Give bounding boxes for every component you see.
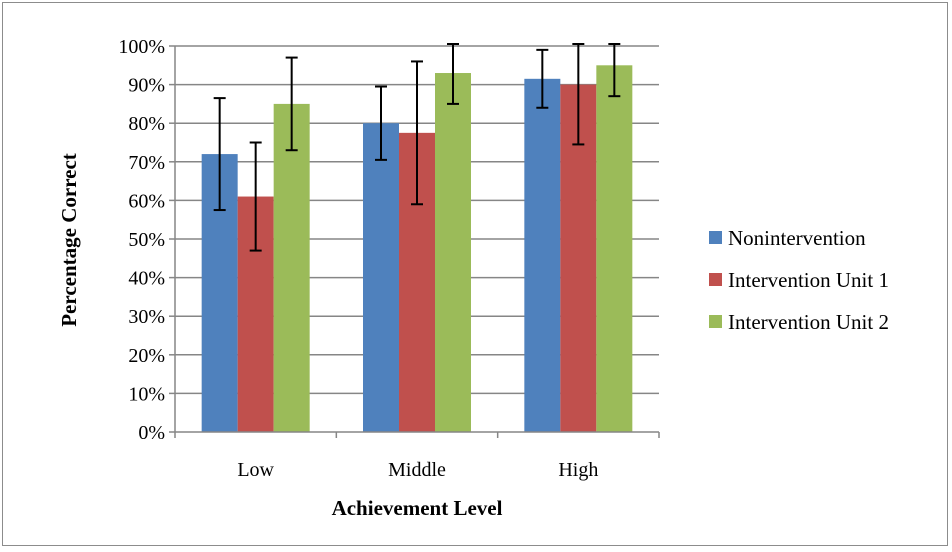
axes <box>169 45 660 438</box>
x-tick-labels: Low Middle High <box>237 459 598 481</box>
legend-label: Nonintervention <box>728 226 866 250</box>
bar <box>273 103 310 433</box>
y-tick-label: 40% <box>128 268 165 290</box>
chart-frame: 0% 10% 20% 30% 40% 50% 60% 70% 80% 90% 100% Low Mid… <box>2 2 948 546</box>
y-tick-label: 30% <box>128 306 165 328</box>
y-tick-label: 80% <box>128 113 165 135</box>
y-tick-label: 50% <box>128 229 165 251</box>
legend-swatch <box>709 231 722 244</box>
legend-label: Intervention Unit 2 <box>728 310 889 334</box>
y-axis-label: Percentage Correct <box>57 153 81 327</box>
y-tick-label: 60% <box>128 190 165 212</box>
y-tick-label: 10% <box>128 383 165 405</box>
bar <box>596 65 633 433</box>
y-tick-labels: 0% 10% 20% 30% 40% 50% 60% 70% 80% 90% 100% <box>118 36 165 444</box>
bar <box>435 73 471 433</box>
chart-svg: 0% 10% 20% 30% 40% 50% 60% 70% 80% 90% 100% Low Mid… <box>57 36 889 520</box>
y-tick-label: 100% <box>118 36 165 58</box>
y-tick-label: 90% <box>128 75 165 97</box>
legend-swatch <box>709 273 722 286</box>
y-tick-label: 0% <box>138 422 165 444</box>
legend: Nonintervention Intervention Unit 1 Interv… <box>709 226 889 334</box>
x-tick-label: High <box>558 459 598 481</box>
bar <box>524 78 561 432</box>
bar <box>363 123 399 432</box>
legend-label: Intervention Unit 1 <box>728 268 889 292</box>
x-axis-label: Achievement Level <box>332 496 503 520</box>
error-bars <box>213 43 621 252</box>
x-tick-label: Low <box>237 459 274 481</box>
y-tick-label: 70% <box>128 152 165 174</box>
legend-swatch <box>709 315 722 328</box>
x-tick-label: Middle <box>388 459 446 481</box>
y-tick-label: 20% <box>128 345 165 367</box>
